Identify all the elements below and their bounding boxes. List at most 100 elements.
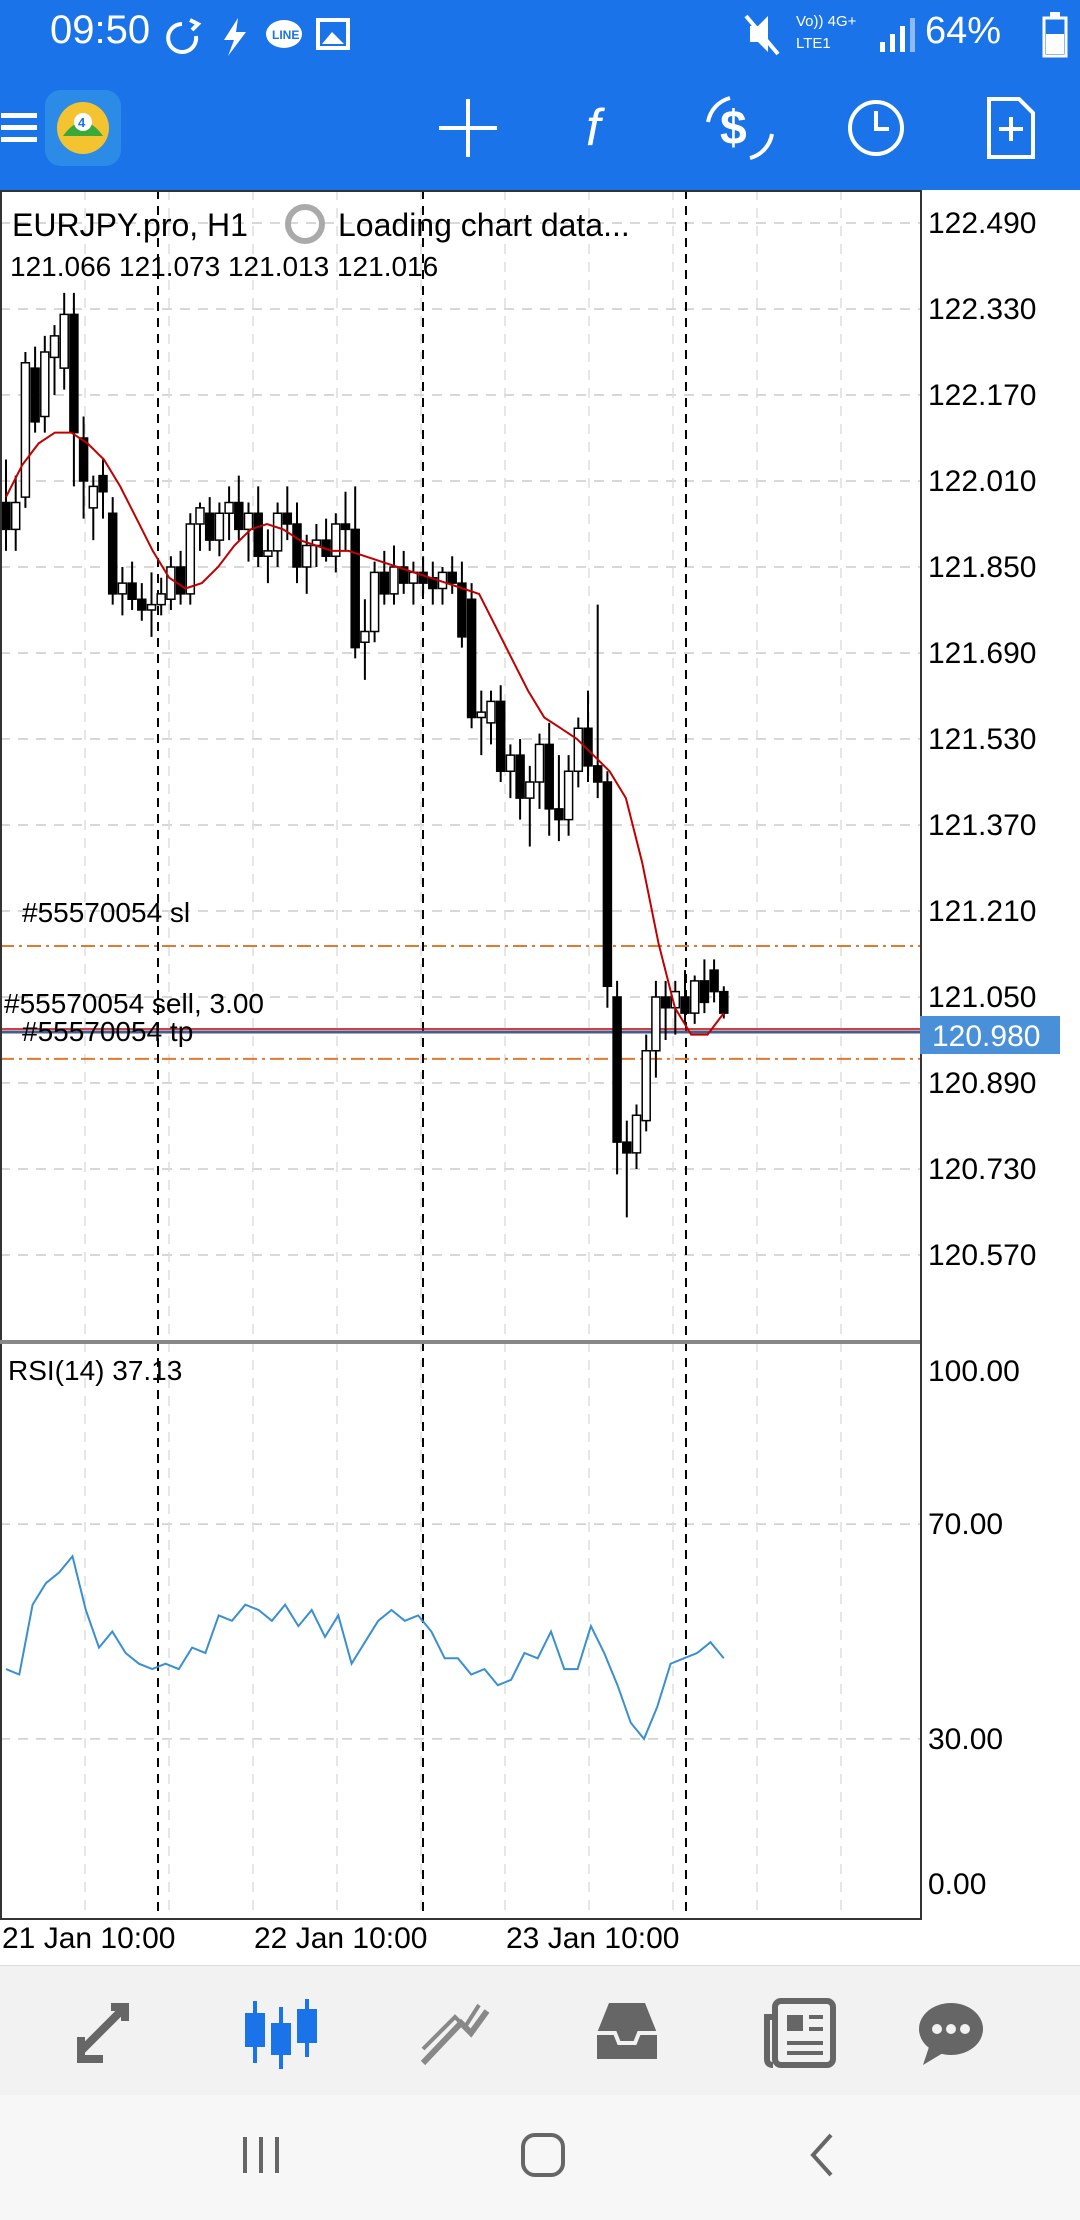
candle-body <box>117 582 128 595</box>
bolt-icon <box>224 18 246 56</box>
indicators-icon[interactable]: f <box>563 88 643 168</box>
home-icon[interactable] <box>498 2115 588 2195</box>
trade-icon[interactable]: $ <box>700 88 780 168</box>
image-icon <box>316 18 350 50</box>
timeframe-icon[interactable] <box>836 88 916 168</box>
candle <box>195 502 205 551</box>
candle <box>331 513 341 573</box>
candle-body <box>272 512 283 552</box>
candle-body <box>680 996 690 1014</box>
network-top: Vo)) 4G+ <box>796 13 857 30</box>
history-tab-icon[interactable] <box>582 1988 672 2078</box>
rsi-axis-label: 70.00 <box>928 1508 1003 1541</box>
candle-body <box>709 969 719 993</box>
menu-icon[interactable] <box>0 88 60 168</box>
candle-body <box>622 1141 632 1154</box>
candle <box>1 459 11 551</box>
plot-frame <box>0 190 922 1920</box>
candle-body <box>563 770 574 821</box>
back-icon[interactable] <box>780 2115 870 2195</box>
chart-tab-icon[interactable] <box>236 1988 326 2078</box>
candle-body <box>243 512 254 531</box>
candle-body <box>369 571 380 633</box>
candle-body <box>660 996 671 1009</box>
candle <box>69 292 79 487</box>
candle-body <box>40 351 50 418</box>
rsi-axis-label: 100.00 <box>928 1355 1020 1388</box>
system-navigation <box>0 2095 1080 2220</box>
ohlc-values: 121.066 121.073 121.013 121.016 <box>10 251 438 282</box>
candle <box>40 335 50 433</box>
candle-body <box>234 501 244 531</box>
candle <box>224 486 234 541</box>
top-toolbar: 4 f $ <box>0 68 1080 190</box>
trade-tab-icon[interactable] <box>410 1988 500 2078</box>
price-axis-label: 121.210 <box>928 895 1036 928</box>
recent-apps-icon[interactable] <box>216 2115 306 2195</box>
price-axis-label: 122.170 <box>928 379 1036 412</box>
candle <box>699 959 710 1014</box>
candle <box>689 975 700 1024</box>
candle <box>166 556 176 610</box>
candle <box>292 502 302 584</box>
candle-body <box>49 335 60 359</box>
candle <box>49 325 60 395</box>
rsi-line <box>5 1554 725 1741</box>
candle <box>398 550 409 594</box>
candle <box>466 583 477 729</box>
price-axis-label: 120.730 <box>928 1153 1036 1186</box>
candle <box>641 1034 651 1132</box>
time-axis-label: 21 Jan 10:00 <box>2 1922 175 1955</box>
battery-percent: 64% <box>925 10 1002 52</box>
news-tab-icon[interactable] <box>756 1988 846 2078</box>
candle-body <box>486 700 496 724</box>
candle-body <box>214 512 225 541</box>
candle-body <box>554 808 564 821</box>
sell-label: #55570054 sell, 3.00 <box>4 988 264 1019</box>
candle <box>214 502 225 557</box>
candle-body <box>534 743 545 783</box>
candle <box>350 486 360 659</box>
chat-tab-icon[interactable] <box>906 1988 996 2078</box>
candle-body <box>476 711 487 719</box>
candle-body <box>457 582 467 638</box>
candle-body <box>107 512 118 595</box>
candle <box>651 980 661 1078</box>
candle-body <box>495 700 506 772</box>
network-bottom: LTE1 <box>796 35 831 52</box>
candle-body <box>525 781 535 799</box>
candle-body <box>350 528 360 649</box>
candle <box>573 717 584 788</box>
candle <box>321 518 331 562</box>
candle-body <box>292 523 302 568</box>
bottom-navigation <box>0 1965 1080 2096</box>
candle-body <box>398 566 409 584</box>
quotes-tab-icon[interactable] <box>62 1988 152 2078</box>
candle-body <box>340 523 351 531</box>
candle <box>175 550 186 605</box>
candle <box>20 352 31 508</box>
sl-label: #55570054 sl <box>22 897 190 928</box>
candle-body <box>360 630 370 643</box>
candle <box>583 690 593 782</box>
candle <box>234 475 244 541</box>
crosshair-icon[interactable] <box>428 88 508 168</box>
sync-icon <box>166 18 202 54</box>
chart-area[interactable]: 122.490 122.330 122.170 122.010 121.850 121.6… <box>0 190 1080 1965</box>
candle <box>525 765 535 847</box>
status-left-icons: LINE <box>166 18 350 56</box>
moving-average <box>5 431 725 1036</box>
candle-body <box>631 1114 642 1154</box>
candle-body <box>88 485 99 509</box>
candle-body <box>59 313 69 369</box>
new-order-icon[interactable] <box>970 88 1050 168</box>
candle <box>146 572 157 637</box>
candle-body <box>466 598 477 719</box>
rsi-label: RSI(14) 37.13 <box>8 1355 182 1386</box>
line-app-icon: LINE <box>266 20 302 48</box>
candle <box>117 567 128 616</box>
metatrader-logo-icon[interactable]: 4 <box>42 88 124 168</box>
candle-body <box>447 571 457 584</box>
price-axis-label: 122.330 <box>928 293 1036 326</box>
price-axis-label: 121.850 <box>928 551 1036 584</box>
